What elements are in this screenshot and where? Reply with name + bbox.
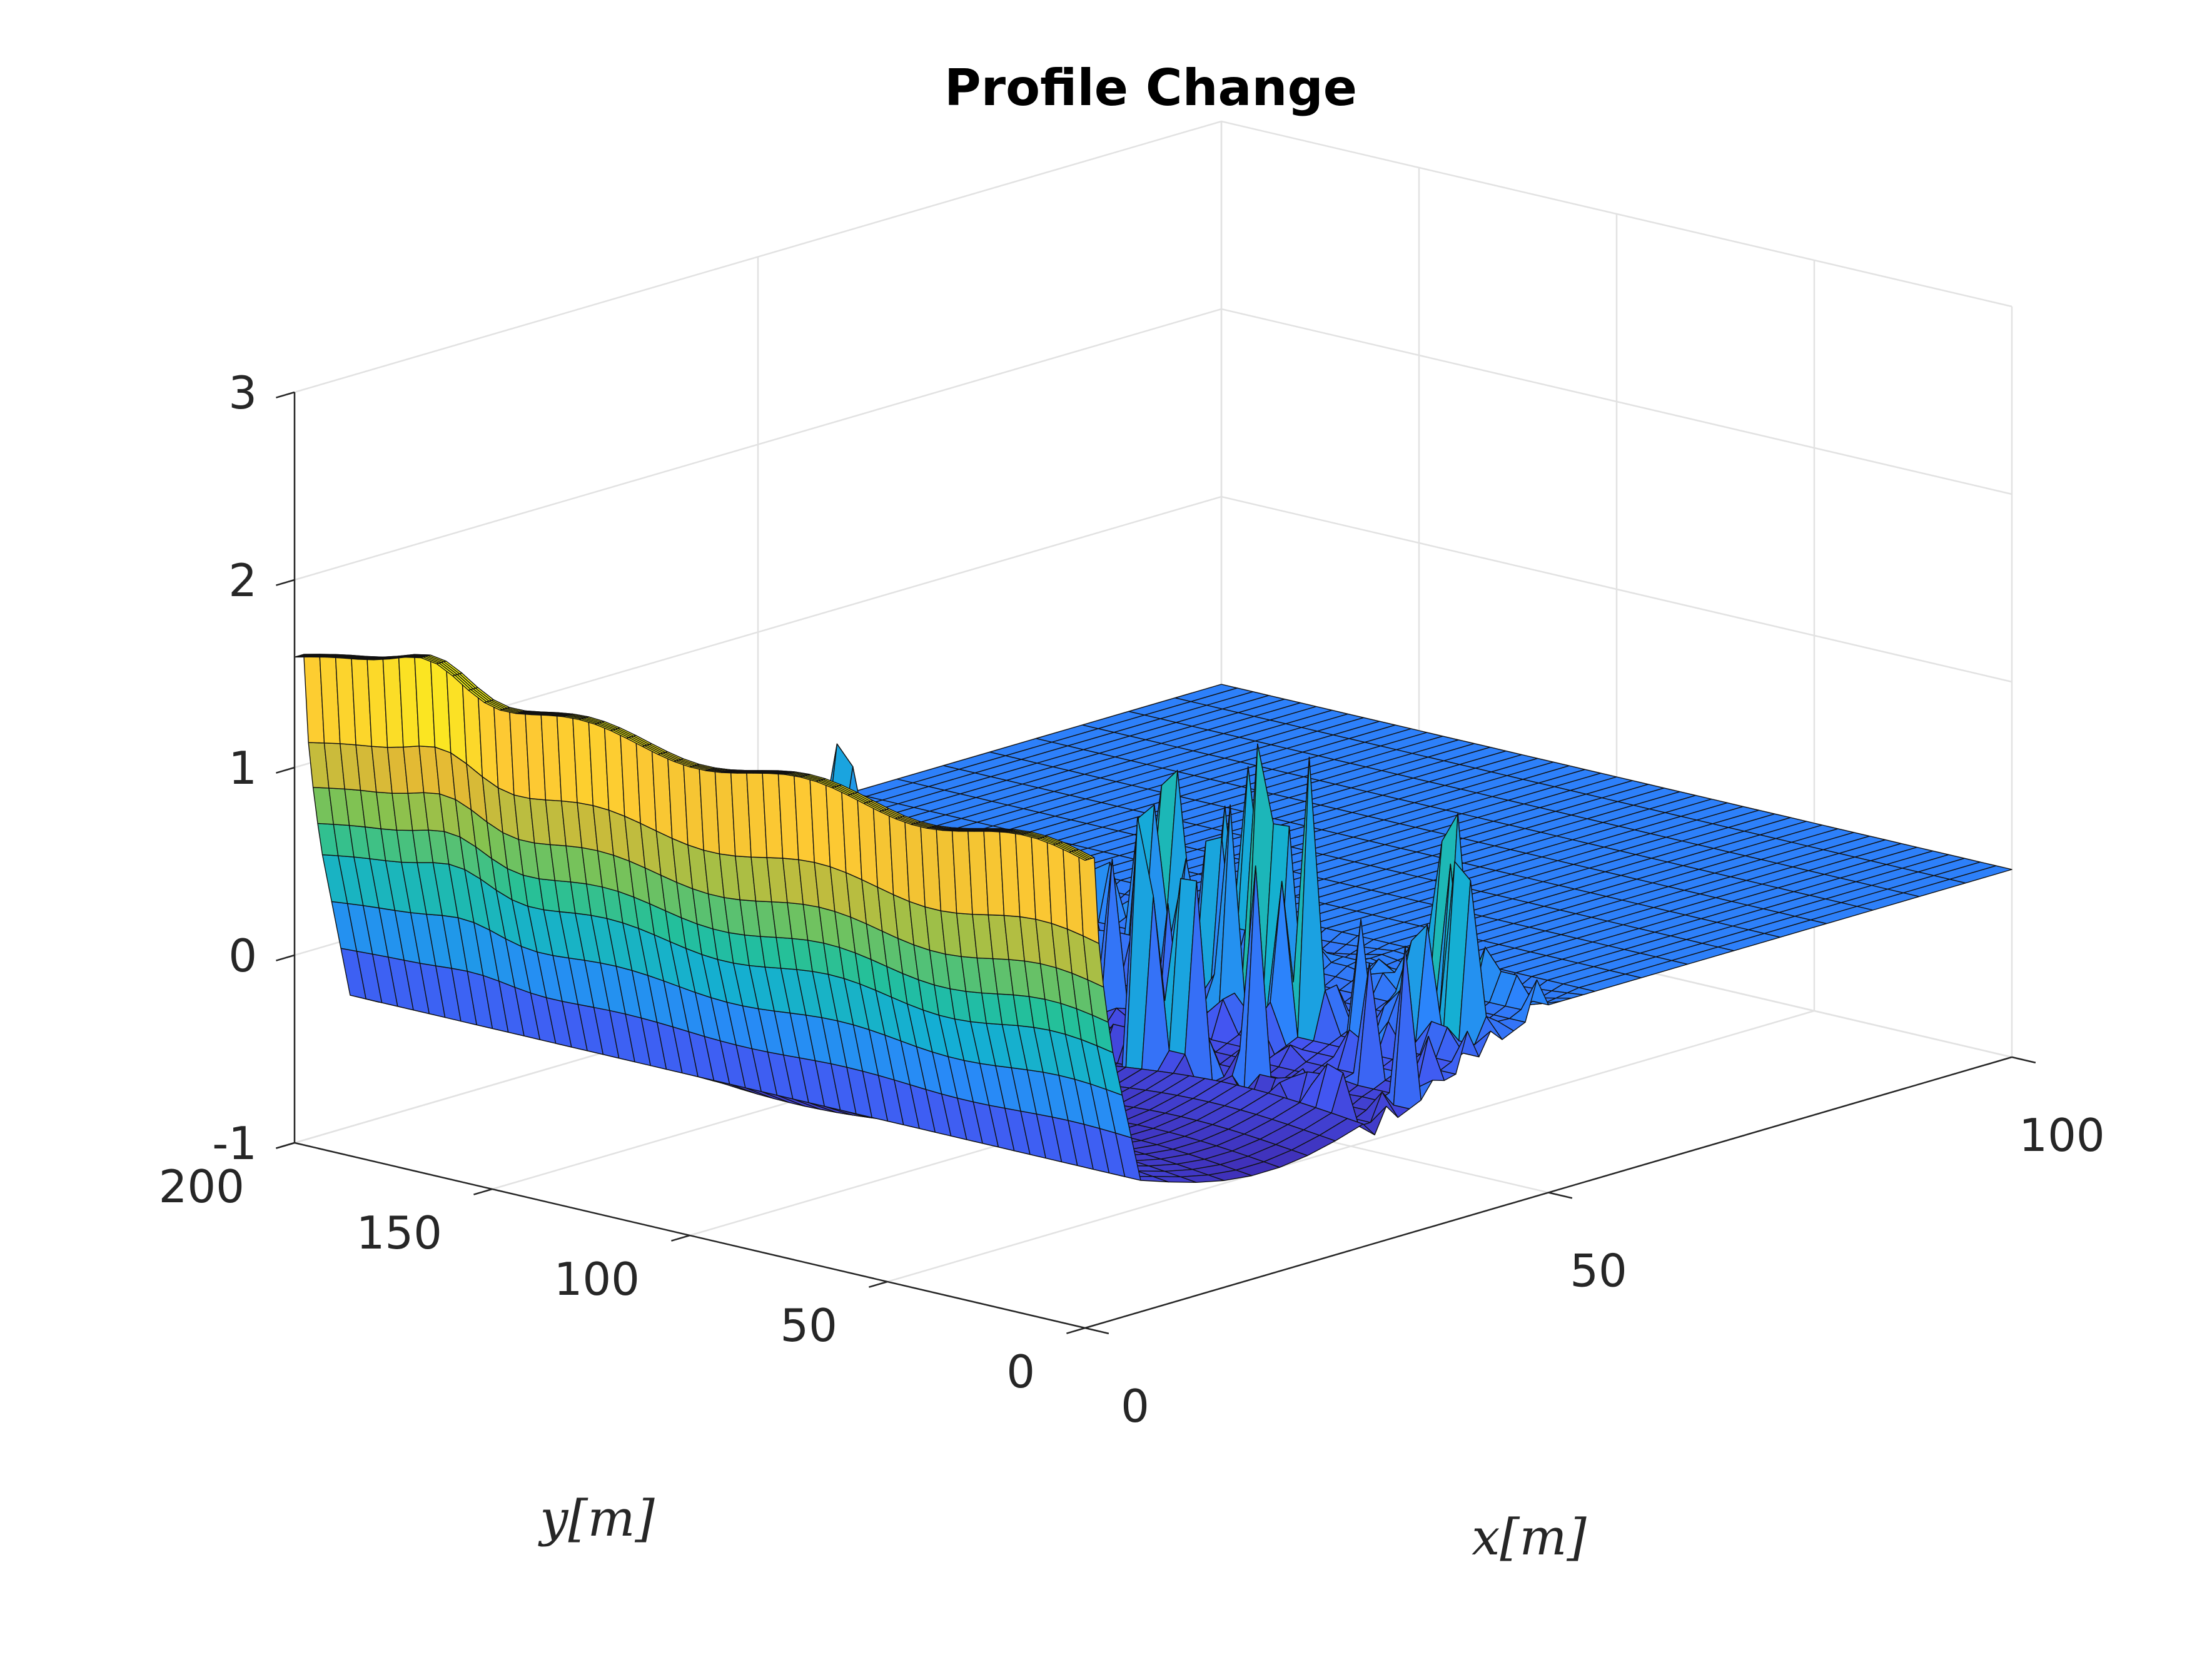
z-tick-label-3: 2	[228, 554, 257, 607]
y-tick-label-2: 100	[554, 1253, 640, 1305]
y-tick-1	[869, 1280, 888, 1288]
y-tick-label-3: 150	[356, 1207, 442, 1259]
x-tick-0	[1084, 1327, 1109, 1335]
wall-grid-z-4	[294, 120, 2013, 393]
x-axis-label: x[m]	[1472, 1508, 1587, 1566]
axes	[276, 391, 2036, 1335]
z-tick-label-4: 3	[228, 367, 257, 419]
x-tick-2	[2011, 1056, 2036, 1064]
x-tick-label-0: 0	[1121, 1380, 1149, 1432]
z-tick-2	[276, 766, 295, 774]
floor-grid-y-1	[887, 1010, 1815, 1283]
y-tick-3	[473, 1188, 493, 1195]
z-tick-label-2: 1	[228, 742, 257, 794]
z-tick-4	[276, 391, 295, 398]
surface-face-0-45	[357, 658, 376, 661]
z-tick-label-1: 0	[228, 930, 257, 982]
surface	[294, 654, 2013, 1183]
wall-grid-z-3	[294, 308, 2013, 581]
surface-face-0-22	[720, 771, 740, 774]
chart-title: Profile Change	[944, 59, 1357, 117]
y-tick-label-4: 200	[159, 1160, 245, 1213]
x-tick-1	[1548, 1192, 1573, 1199]
surface-face-0-34	[531, 713, 550, 716]
z-tick-1	[276, 954, 295, 961]
y-tick-label-0: 0	[1006, 1345, 1035, 1398]
x-tick-label-2: 100	[2019, 1109, 2104, 1162]
y-tick-2	[671, 1234, 690, 1242]
z-tick-0	[276, 1142, 295, 1149]
z-tick-label-0: -1	[212, 1117, 257, 1170]
tick-labels: 0 50 100 0 50 100 150 200-1 0 1 2 3	[159, 367, 2105, 1432]
z-tick-3	[276, 579, 295, 586]
y-axis-label: y[m]	[538, 1489, 655, 1548]
x-tick-label-1: 50	[1570, 1245, 1627, 1297]
y-tick-label-1: 50	[780, 1299, 837, 1352]
wall-grid-z-2	[294, 495, 2013, 769]
surface-face-0-0	[1068, 851, 1088, 861]
y-tick-0	[1066, 1327, 1086, 1334]
